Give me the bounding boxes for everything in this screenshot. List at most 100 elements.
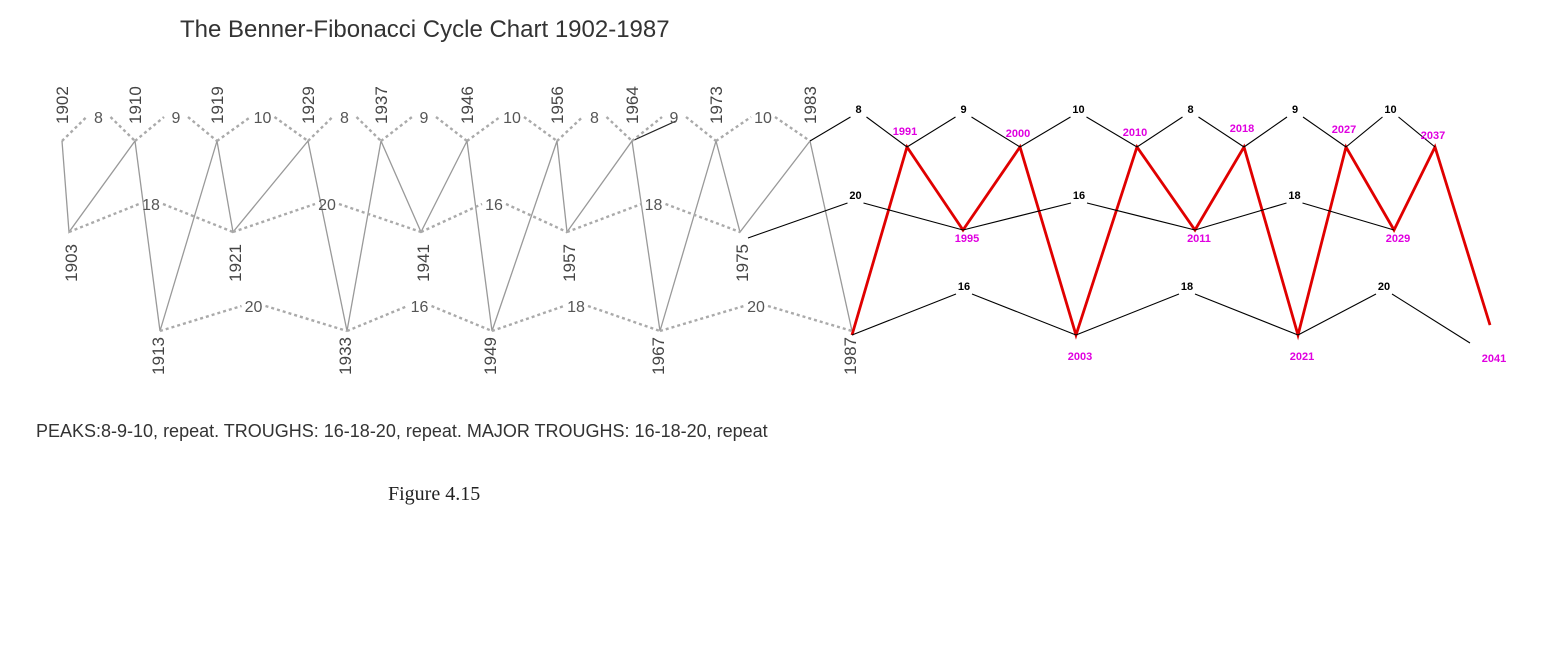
proj-peak-interval-0: 8 bbox=[809, 104, 908, 148]
hist-major-trough-year-label: 1967 bbox=[649, 337, 668, 375]
proj-trough-interval-right-arm bbox=[1086, 202, 1196, 231]
proj-major-trough-interval-2: 20 bbox=[1297, 281, 1471, 344]
proj-trough-interval-left-arm bbox=[1194, 202, 1287, 231]
proj-year-label: 2029 bbox=[1386, 233, 1410, 245]
proj-peak-interval-label: 9 bbox=[1292, 104, 1298, 116]
hist-peak-interval-5: 10 bbox=[466, 110, 558, 142]
hist-major-trough-interval-dots-right bbox=[265, 304, 348, 333]
proj-peak-interval-right-arm bbox=[1302, 116, 1347, 148]
hist-peak-year-label: 1973 bbox=[707, 86, 726, 124]
hist-trough-interval-dots-left bbox=[420, 202, 483, 234]
proj-major-trough-interval-label: 16 bbox=[958, 281, 970, 293]
proj-major-trough-interval-label: 18 bbox=[1181, 281, 1193, 293]
hist-major-trough-interval-label: 18 bbox=[567, 299, 585, 316]
hist-peak-year-label: 1937 bbox=[372, 86, 391, 124]
proj-peak-interval-label: 10 bbox=[1072, 104, 1084, 116]
proj-peak-interval-right-arm bbox=[1398, 116, 1436, 148]
chart-caption: PEAKS:8-9-10, repeat. TROUGHS: 16-18-20,… bbox=[36, 421, 768, 441]
hist-peak-interval-7: 9 bbox=[631, 110, 717, 142]
proj-peak-interval-right-arm bbox=[971, 116, 1021, 148]
proj-peak-interval-right-arm bbox=[866, 116, 908, 148]
proj-major-trough-interval-left-arm bbox=[851, 293, 957, 336]
proj-trough-interval-left-arm bbox=[962, 202, 1072, 231]
hist-major-trough-interval-0: 20 bbox=[159, 299, 348, 333]
hist-peak-interval-label: 10 bbox=[754, 110, 772, 127]
proj-year-label: 2041 bbox=[1482, 353, 1506, 365]
proj-year-label: 1991 bbox=[893, 126, 917, 138]
historical-zigzag-line bbox=[61, 138, 853, 332]
proj-trough-interval-2: 18 bbox=[1194, 190, 1395, 231]
partial-figure-caption: Figure 4.15 bbox=[388, 483, 480, 505]
proj-major-trough-interval-right-arm bbox=[1391, 293, 1471, 344]
proj-peak-interval-right-arm bbox=[1198, 116, 1245, 148]
proj-year-label: 2018 bbox=[1230, 123, 1254, 135]
hist-trough-interval-dots-left bbox=[68, 202, 140, 234]
proj-year-label: 2027 bbox=[1332, 124, 1356, 136]
proj-major-trough-interval-right-arm bbox=[971, 293, 1077, 336]
hist-major-trough-interval-label: 16 bbox=[411, 299, 429, 316]
hist-peak-interval-label: 8 bbox=[340, 110, 349, 127]
hist-trough-interval-label: 18 bbox=[645, 197, 663, 214]
hist-trough-interval-label: 16 bbox=[485, 197, 503, 214]
hist-major-trough-year-label: 1949 bbox=[481, 337, 500, 375]
hist-peak-interval-label: 8 bbox=[94, 110, 103, 127]
proj-trough-interval-1: 16 bbox=[962, 190, 1196, 231]
proj-peak-interval-right-arm bbox=[1086, 116, 1138, 148]
hist-major-trough-interval-dots-right bbox=[431, 304, 493, 333]
proj-trough-interval-label: 16 bbox=[1073, 190, 1085, 202]
hist-major-trough-interval-3: 20 bbox=[659, 299, 853, 333]
hist-peak-interval-dots-right bbox=[435, 116, 468, 142]
chart-title: The Benner-Fibonacci Cycle Chart 1902-19… bbox=[180, 16, 670, 43]
proj-year-label: 2010 bbox=[1123, 127, 1147, 139]
proj-peak-interval-left-arm bbox=[1345, 116, 1383, 148]
proj-peak-interval-left-arm bbox=[809, 116, 851, 142]
hist-trough-year-label: 1957 bbox=[560, 244, 579, 282]
proj-peak-interval-4: 9 bbox=[1243, 104, 1347, 148]
hist-peak-interval-2: 10 bbox=[216, 110, 309, 142]
hist-major-trough-year-label: 1933 bbox=[336, 337, 355, 375]
hist-peak-interval-label: 9 bbox=[670, 110, 679, 127]
hist-peak-interval-dots-left bbox=[715, 116, 752, 142]
proj-year-label: 2003 bbox=[1068, 351, 1092, 363]
hist-major-trough-year-label: 1913 bbox=[149, 337, 168, 375]
hist-peak-interval-label: 10 bbox=[503, 110, 521, 127]
hist-major-trough-interval-2: 18 bbox=[491, 299, 661, 333]
proj-peak-interval-label: 10 bbox=[1384, 104, 1396, 116]
hist-peak-interval-dots-right bbox=[523, 116, 558, 142]
hist-peak-interval-dots-right bbox=[187, 116, 218, 142]
hist-peak-year-label: 1964 bbox=[623, 86, 642, 124]
hist-trough-interval-dots-right bbox=[505, 202, 568, 234]
hist-peak-interval-dots-left bbox=[134, 116, 165, 142]
hist-trough-interval-dots-left bbox=[566, 202, 642, 234]
hist-peak-year-label: 1956 bbox=[548, 86, 567, 124]
proj-peak-interval-label: 9 bbox=[960, 104, 966, 116]
historical-zigzag-accent bbox=[631, 120, 677, 142]
hist-peak-interval-dots-left bbox=[216, 116, 252, 142]
hist-peak-interval-dots-left bbox=[380, 116, 413, 142]
hist-trough-interval-0: 18 bbox=[68, 197, 234, 234]
hist-peak-year-label: 1929 bbox=[299, 86, 318, 124]
hist-trough-interval-dots-right bbox=[338, 202, 422, 234]
hist-major-trough-interval-dots-left bbox=[159, 304, 242, 333]
hist-major-trough-interval-dots-left bbox=[491, 304, 565, 333]
proj-major-trough-interval-left-arm bbox=[1075, 293, 1180, 336]
proj-year-label: 2000 bbox=[1006, 128, 1030, 140]
hist-peak-interval-label: 10 bbox=[254, 110, 272, 127]
proj-year-label: 2011 bbox=[1187, 233, 1211, 245]
hist-major-trough-interval-dots-left bbox=[659, 304, 745, 333]
proj-major-trough-interval-left-arm bbox=[1297, 293, 1377, 336]
proj-peak-interval-left-arm bbox=[1136, 116, 1183, 148]
hist-peak-year-label: 1902 bbox=[53, 86, 72, 124]
hist-trough-interval-1: 20 bbox=[232, 197, 422, 234]
hist-trough-interval-label: 18 bbox=[142, 197, 160, 214]
proj-year-label: 1995 bbox=[955, 233, 979, 245]
hist-peak-interval-dots-left bbox=[631, 116, 663, 142]
proj-peak-interval-3: 8 bbox=[1136, 104, 1245, 148]
hist-peak-interval-label: 9 bbox=[172, 110, 181, 127]
hist-peak-interval-label: 9 bbox=[420, 110, 429, 127]
hist-peak-interval-6: 8 bbox=[556, 110, 633, 142]
proj-peak-interval-left-arm bbox=[1019, 116, 1071, 148]
hist-peak-year-label: 1910 bbox=[126, 86, 145, 124]
